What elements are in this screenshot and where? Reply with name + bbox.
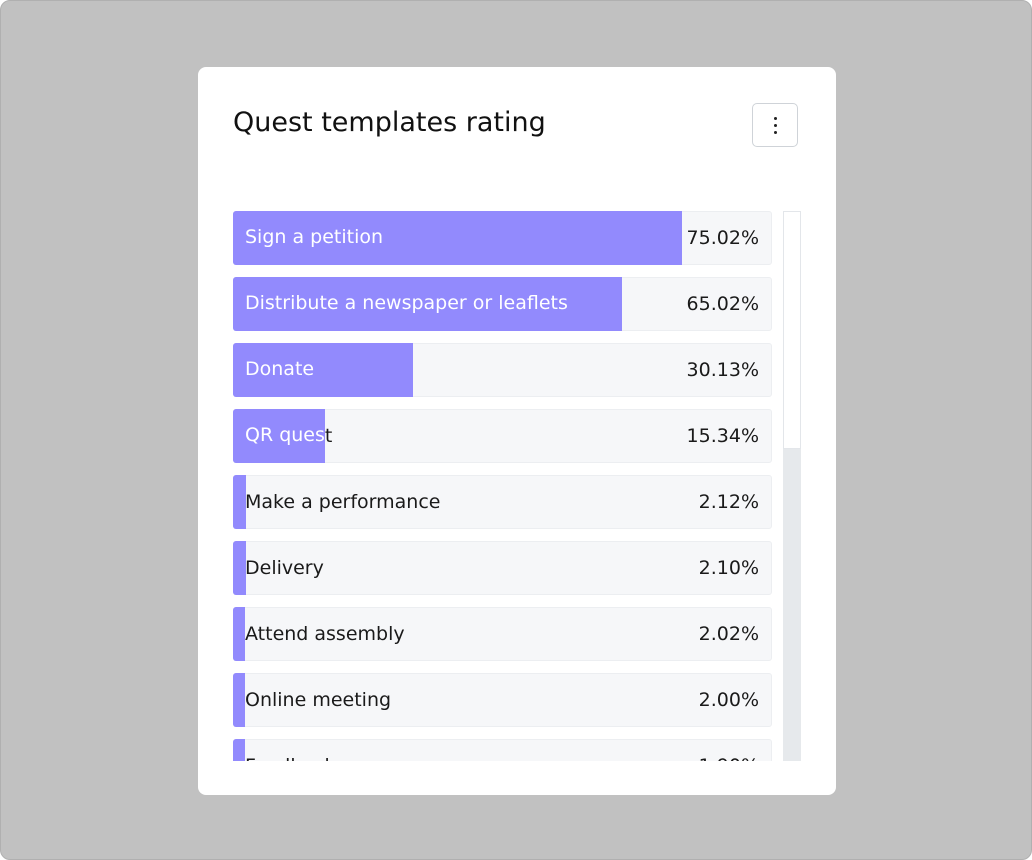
card: Quest templates rating Sign a petitionSi… [198,67,836,795]
bar-label-inverse: Sign a petition [245,226,384,248]
bar-label-inverse: Make a performance [245,475,246,527]
bar: Online meeting [233,673,245,727]
value-label: 1.90% [699,740,759,761]
value-label: 65.02% [686,293,759,315]
bar-label-inverse: QR quest [245,424,325,446]
rating-row: Online meetingOnline meeting 2.00% [233,673,772,727]
rating-row: DeliveryDelivery 2.10% [233,541,772,595]
category-label: Delivery [245,557,324,579]
category-label: Make a performance [245,491,441,513]
bar: Donate [233,343,414,397]
rating-row: Distribute a newspaper or leafletsDistri… [233,277,772,331]
category-label: Feedback [245,740,335,761]
rating-row: DonateDonate30.13% [233,343,772,397]
bar: QR quest [233,409,325,463]
bar: Delivery [233,541,246,595]
rating-row: Attend assemblyAttend assembly 2.02% [233,607,772,661]
value-label: 30.13% [686,359,759,381]
card-title: Quest templates rating [233,107,546,138]
bar: Sign a petition [233,211,683,265]
value-label: 2.10% [698,557,759,579]
bar-label-inverse: Distribute a newspaper or leaflets [245,292,568,314]
scrollbar[interactable] [783,211,801,761]
value-label: 75.02% [686,227,759,249]
scroll-thumb[interactable] [783,211,801,449]
bar: Feedback [233,739,245,761]
bar-label-inverse: Delivery [245,541,246,593]
bar: Distribute a newspaper or leaflets [233,277,623,331]
bar: Attend assembly [233,607,246,661]
category-label: Online meeting [245,689,392,711]
menu-button[interactable] [752,103,798,147]
bar-label-inverse: Donate [245,358,315,380]
rating-row: FeedbackFeedback 1.90% [233,739,772,761]
value-label: 2.02% [698,623,759,645]
rating-row: Make a performanceMake a performance 2.12… [233,475,772,529]
value-label: 2.12% [698,491,759,513]
value-label: 2.00% [698,689,759,711]
rating-list: Sign a petitionSign a petition75.02%Dist… [233,211,772,761]
bar: Make a performance [233,475,246,529]
value-label: 15.34% [686,425,759,447]
category-label: Attend assembly [245,623,405,645]
